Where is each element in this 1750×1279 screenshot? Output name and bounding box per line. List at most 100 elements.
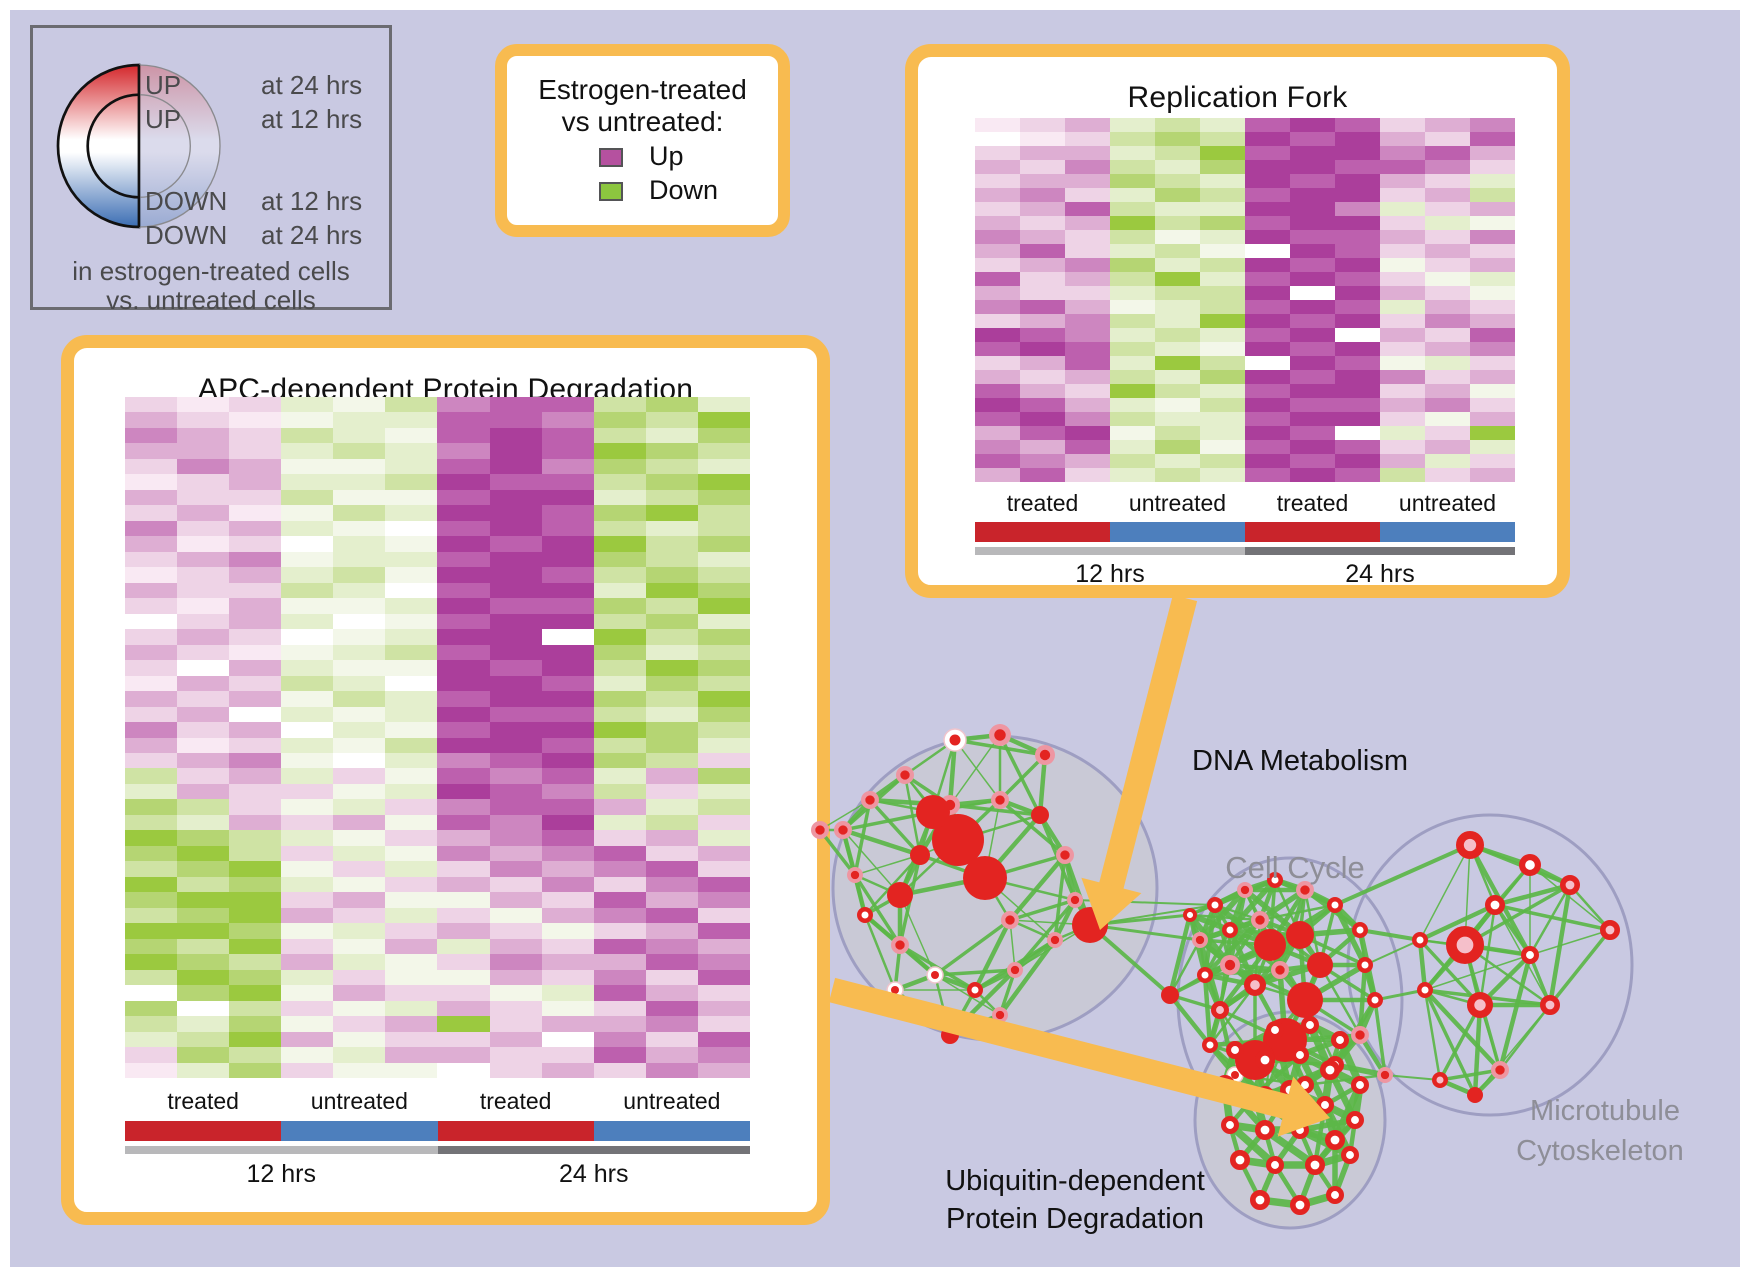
heatmap-cell [1380, 118, 1425, 132]
heatmap-cell [1065, 118, 1110, 132]
heatmap-cell [489, 489, 542, 506]
heatmap-cell [281, 861, 334, 877]
heatmap-cell [125, 737, 178, 753]
heatmap-cell [489, 799, 542, 815]
apc-axis: treated untreated treated untreated 12 hrs 24… [125, 1078, 750, 1208]
network-node-core [949, 734, 961, 746]
heatmap-cell [437, 845, 490, 862]
network-node [1255, 1050, 1276, 1071]
heatmap-cell [125, 845, 178, 862]
network-node [1201, 1036, 1218, 1053]
heatmap-cell [385, 458, 438, 475]
heatmap-cell [385, 969, 438, 986]
network-bridge-edge [1384, 1074, 1441, 1081]
heatmap-cell [1155, 216, 1200, 230]
heatmap-cell [1110, 342, 1155, 356]
network-node [1356, 956, 1373, 973]
heatmap-cell [697, 907, 750, 924]
heatmap-cell [385, 706, 438, 723]
network-node [1211, 1001, 1230, 1020]
heatmap-cell [1200, 244, 1245, 258]
ring-up24-label: UP [145, 70, 182, 100]
heatmap-cell [437, 861, 490, 877]
heatmap-cell [229, 876, 282, 893]
heatmap-cell [541, 505, 594, 521]
treated-bar [975, 522, 1110, 542]
heatmap-cell [541, 1047, 594, 1063]
heatmap-cell [281, 892, 334, 908]
heatmap-cell [489, 644, 542, 661]
heatmap-cell [281, 551, 334, 568]
heatmap-cell [385, 613, 438, 630]
heatmap-cell [1290, 426, 1335, 440]
heatmap-cell [1200, 342, 1245, 356]
heatmap-cell [333, 567, 386, 583]
heatmap-cell [1290, 468, 1335, 482]
heatmap-cell [385, 752, 438, 769]
heatmap-cell [975, 328, 1020, 342]
heatmap-cell [1065, 342, 1110, 356]
heatmap-cell [281, 783, 334, 800]
heatmap-cell [385, 505, 438, 521]
heatmap-cell [1470, 202, 1515, 216]
heatmap-cell [697, 923, 750, 939]
heatmap-cell [229, 474, 282, 490]
network-node [1301, 1016, 1320, 1035]
network-edge [1497, 954, 1533, 1071]
heatmap-cell [125, 1000, 178, 1017]
network-edge [853, 874, 902, 946]
heatmap-cell [1065, 160, 1110, 174]
heatmap-cell [333, 1047, 386, 1063]
network-edge [1013, 938, 1057, 972]
heatmap-cell [541, 660, 594, 676]
heatmap-cell [593, 660, 646, 676]
network-node [1485, 894, 1506, 915]
heatmap-cell [1290, 174, 1335, 188]
heatmap-cell [385, 598, 438, 614]
heatmap-cell [1245, 244, 1290, 258]
apc-heatmap [125, 397, 750, 1078]
network-node [1411, 931, 1428, 948]
heatmap-cell [1200, 426, 1245, 440]
heatmap-cell [1290, 118, 1335, 132]
heatmap-cell [125, 799, 178, 815]
heatmap-cell [385, 876, 438, 893]
heatmap-cell [177, 629, 230, 645]
network-node [1521, 946, 1540, 965]
heatmap-cell [1425, 398, 1470, 412]
heatmap-cell [541, 923, 594, 939]
heatmap-cell [229, 629, 282, 645]
heatmap-cell [177, 505, 230, 521]
heatmap-cell [1110, 468, 1155, 482]
heatmap-cell [1245, 300, 1290, 314]
heatmap-cell [437, 876, 490, 893]
heatmap-cell [1335, 272, 1380, 286]
heatmap-cell [1425, 202, 1470, 216]
heatmap-cell [1245, 216, 1290, 230]
network-node [1230, 1150, 1251, 1171]
heatmap-cell [437, 397, 490, 413]
heatmap-cell [1200, 328, 1245, 342]
heatmap-cell [385, 845, 438, 862]
heatmap-cell [1335, 202, 1380, 216]
heatmap-cell [1335, 440, 1380, 454]
heatmap-cell [645, 489, 698, 506]
heatmap-cell [1155, 384, 1200, 398]
heatmap-cell [697, 1000, 750, 1017]
heatmap-cell [1065, 132, 1110, 146]
heatmap-cell [1425, 188, 1470, 202]
heatmap-cell [229, 954, 282, 970]
network-node [1290, 1195, 1311, 1216]
heatmap-cell [1290, 272, 1335, 286]
heatmap-cell [489, 567, 542, 583]
heatmap-cell [385, 783, 438, 800]
heatmap-cell [125, 954, 178, 970]
heatmap-cell [697, 706, 750, 723]
heatmap-cell [975, 314, 1020, 328]
heatmap-cell [281, 814, 334, 831]
heatmap-cell [541, 644, 594, 661]
heatmap-cell [125, 706, 178, 723]
condition-label: untreated [1398, 490, 1497, 516]
heatmap-cell [437, 644, 490, 661]
heatmap-cell [437, 737, 490, 753]
